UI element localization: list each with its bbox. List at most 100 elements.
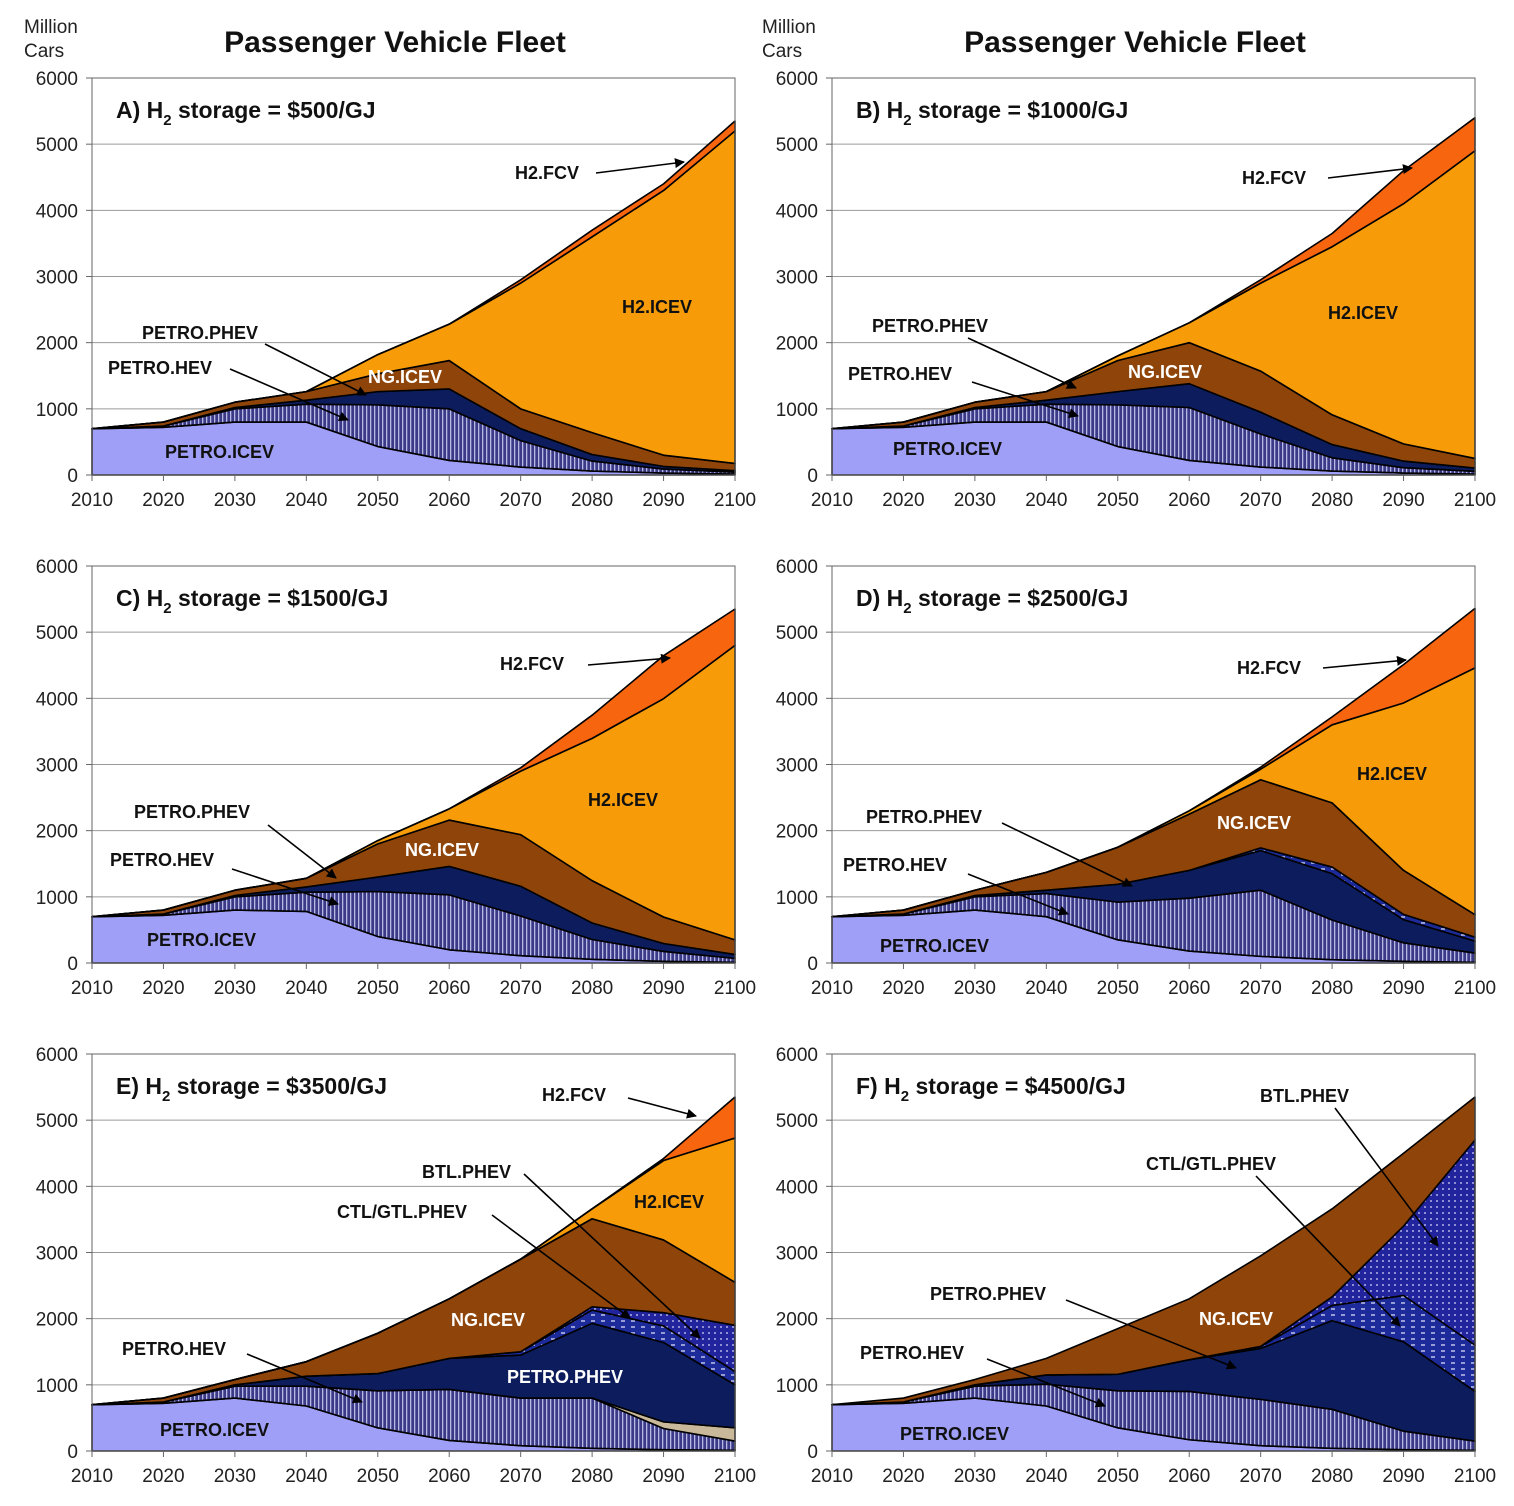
x-tick-label: 2040 [1025, 1466, 1067, 1487]
x-tick-label: 2010 [71, 1466, 113, 1487]
label-arrow-btl-phev [1334, 1107, 1439, 1247]
y-tick-label: 0 [807, 954, 818, 975]
y-unit-line2: Cars [762, 41, 803, 62]
series-label-ng-icev: NG.ICEV [405, 840, 479, 860]
panel-title-prefix: C) H [116, 585, 163, 611]
series-label-h2-fcv: H2.FCV [515, 163, 579, 183]
figure-title-right: Passenger Vehicle Fleet [964, 26, 1306, 59]
y-axis: 0 1000 2000 3000 4000 5000 6000 [36, 1045, 92, 1463]
panel-title-prefix: B) H [856, 97, 903, 123]
y-tick-label: 3000 [36, 268, 78, 289]
y-tick-label: 0 [67, 954, 78, 975]
x-tick-label: 2060 [428, 490, 470, 511]
y-axis: 0 1000 2000 3000 4000 5000 6000 [776, 557, 832, 975]
y-tick-label: 2000 [776, 822, 818, 843]
x-tick-label: 2060 [1168, 978, 1210, 999]
panel-title-subscript: 2 [901, 1088, 909, 1105]
series-label-ctl-gtl-phev: CTL/GTL.PHEV [337, 1202, 467, 1222]
y-unit-line1: Million [762, 17, 816, 38]
series-label-petro-hev: PETRO.HEV [122, 1339, 226, 1359]
x-tick-label: 2080 [571, 1466, 613, 1487]
x-tick-label: 2030 [954, 1466, 996, 1487]
y-tick-label: 2000 [776, 334, 818, 355]
x-tick-label: 2090 [1382, 978, 1424, 999]
panel-title-suffix: storage = $1500/GJ [172, 585, 389, 611]
panel-title-subscript: 2 [163, 112, 171, 129]
label-arrow-h2-fcv [627, 1097, 697, 1119]
panel-title-suffix: storage = $4500/GJ [909, 1073, 1126, 1099]
x-tick-label: 2060 [1168, 490, 1210, 511]
series-label-ng-icev: NG.ICEV [368, 367, 442, 387]
y-tick-label: 6000 [776, 1045, 818, 1066]
x-tick-label: 2010 [811, 978, 853, 999]
x-tick-label: 2080 [1311, 978, 1353, 999]
x-tick-label: 2070 [500, 978, 542, 999]
label-arrow-petro-phev [264, 343, 367, 396]
series-label-h2-icev: H2.ICEV [1357, 764, 1427, 784]
panel-title-suffix: storage = $3500/GJ [170, 1073, 387, 1099]
panel-title: F) H2 storage = $4500/GJ [856, 1073, 1126, 1105]
y-tick-label: 1000 [36, 888, 78, 909]
label-arrow-petro-phev [967, 337, 1077, 389]
series-label-h2-icev: H2.ICEV [634, 1192, 704, 1212]
x-tick-label: 2010 [71, 490, 113, 511]
x-tick-label: 2040 [285, 490, 327, 511]
y-tick-label: 3000 [36, 756, 78, 777]
y-unit-line2: Cars [24, 41, 65, 62]
y-tick-label: 1000 [36, 1376, 78, 1397]
panel-title-subscript: 2 [163, 600, 171, 617]
y-tick-label: 3000 [776, 756, 818, 777]
x-tick-label: 2090 [642, 490, 684, 511]
panel-title-suffix: storage = $2500/GJ [912, 585, 1129, 611]
series-labels: PETRO.ICEV PETRO.HEV PETRO.PHEV NG.ICEV H2.I… [108, 158, 692, 462]
panel-title-suffix: storage = $1000/GJ [912, 97, 1129, 123]
series-label-petro-icev: PETRO.ICEV [900, 1424, 1009, 1444]
x-tick-label: 2100 [1454, 1466, 1496, 1487]
series-label-petro-hev: PETRO.HEV [860, 1343, 964, 1363]
x-tick-label: 2090 [642, 978, 684, 999]
x-tick-label: 2050 [1097, 1466, 1139, 1487]
label-arrow-petro-phev [1065, 1299, 1237, 1370]
series-label-petro-icev: PETRO.ICEV [880, 936, 989, 956]
y-tick-label: 5000 [776, 135, 818, 156]
x-tick-label: 2100 [1454, 490, 1496, 511]
series-label-h2-icev: H2.ICEV [1328, 303, 1398, 323]
label-arrow-btl-phev [523, 1173, 701, 1339]
y-tick-label: 0 [807, 466, 818, 487]
x-tick-label: 2020 [882, 1466, 924, 1487]
x-tick-label: 2070 [500, 490, 542, 511]
x-tick-label: 2030 [954, 978, 996, 999]
x-tick-label: 2080 [1311, 490, 1353, 511]
series-labels: PETRO.ICEV PETRO.HEV PETRO.PHEV NG.ICEV H2.I… [110, 653, 671, 950]
y-tick-label: 6000 [36, 1045, 78, 1066]
y-tick-label: 6000 [36, 69, 78, 90]
x-tick-label: 2050 [1097, 978, 1139, 999]
series-label-petro-phev: PETRO.PHEV [134, 802, 250, 822]
x-tick-label: 2070 [500, 1466, 542, 1487]
label-arrow-h2-fcv [587, 653, 671, 666]
series-labels: PETRO.ICEV PETRO.HEV PETRO.PHEV NG.ICEV H2.I… [122, 1085, 704, 1440]
chart-panel-f: 0 1000 2000 3000 4000 5000 6000 2010 2020 2030 204… [776, 1045, 1496, 1487]
x-tick-label: 2020 [142, 978, 184, 999]
y-tick-label: 1000 [776, 1376, 818, 1397]
y-tick-label: 5000 [36, 1111, 78, 1132]
series-label-petro-hev: PETRO.HEV [848, 364, 952, 384]
chart-panel-a: 0 1000 2000 3000 4000 5000 6000 2010 2020 2030 204… [36, 69, 756, 511]
series-label-h2-fcv: H2.FCV [500, 654, 564, 674]
y-tick-label: 6000 [776, 557, 818, 578]
x-tick-label: 2030 [214, 1466, 256, 1487]
x-tick-label: 2100 [714, 490, 756, 511]
series-label-petro-icev: PETRO.ICEV [160, 1420, 269, 1440]
x-tick-label: 2030 [214, 490, 256, 511]
x-tick-label: 2050 [357, 490, 399, 511]
panel-title-prefix: D) H [856, 585, 903, 611]
series-label-h2-icev: H2.ICEV [622, 297, 692, 317]
label-arrow-ctl-gtl-phev [1255, 1175, 1401, 1327]
label-arrow-petro-hev [986, 1358, 1106, 1408]
series-label-ng-icev: NG.ICEV [451, 1310, 525, 1330]
x-tick-label: 2010 [811, 490, 853, 511]
y-tick-label: 4000 [776, 201, 818, 222]
panel-title-prefix: A) H [116, 97, 163, 123]
y-axis: 0 1000 2000 3000 4000 5000 6000 [36, 69, 92, 487]
x-axis: 2010 2020 2030 2040 2050 2060 2070 2080 2090 2100 [71, 963, 756, 999]
